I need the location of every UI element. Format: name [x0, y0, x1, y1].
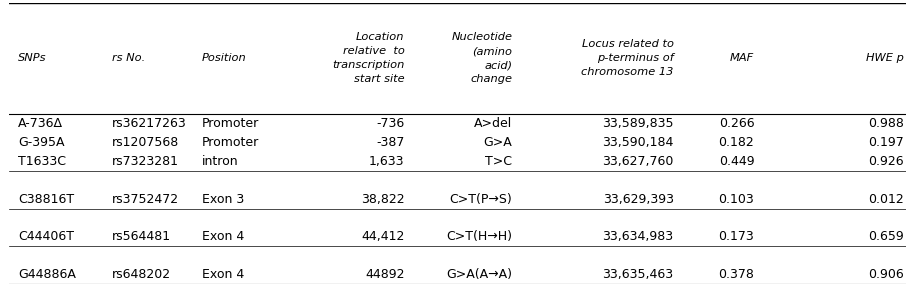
Text: 0.378: 0.378	[718, 268, 754, 281]
Text: Promoter: Promoter	[202, 136, 259, 149]
Text: 33,635,463: 33,635,463	[602, 268, 673, 281]
Text: 33,634,983: 33,634,983	[602, 230, 673, 243]
Text: 0.103: 0.103	[718, 193, 754, 205]
Text: Promoter: Promoter	[202, 117, 259, 130]
Text: Exon 4: Exon 4	[202, 268, 244, 281]
Text: intron: intron	[202, 155, 239, 168]
Text: 0.988: 0.988	[868, 117, 904, 130]
Text: T>C: T>C	[485, 155, 512, 168]
Text: 0.659: 0.659	[868, 230, 904, 243]
Text: 0.182: 0.182	[718, 136, 754, 149]
Text: G44886A: G44886A	[18, 268, 76, 281]
Text: 38,822: 38,822	[361, 193, 404, 205]
Text: 0.012: 0.012	[868, 193, 904, 205]
Text: rs1207568: rs1207568	[113, 136, 179, 149]
Text: A-736Δ: A-736Δ	[18, 117, 63, 130]
Text: MAF: MAF	[730, 53, 754, 63]
Text: Locus related to
p-terminus of
chromosome 13: Locus related to p-terminus of chromosom…	[581, 39, 673, 77]
Text: C>T(H→H): C>T(H→H)	[447, 230, 512, 243]
Text: C38816T: C38816T	[18, 193, 74, 205]
Text: Location
relative  to
transcription
start site: Location relative to transcription start…	[332, 32, 404, 84]
Text: rs648202: rs648202	[113, 268, 171, 281]
Text: SNPs: SNPs	[18, 53, 47, 63]
Text: 0.266: 0.266	[718, 117, 754, 130]
Text: G-395A: G-395A	[18, 136, 65, 149]
Text: 0.449: 0.449	[718, 155, 754, 168]
Text: Nucleotide
(amino
acid)
change: Nucleotide (amino acid) change	[451, 32, 512, 84]
Text: Exon 4: Exon 4	[202, 230, 244, 243]
Text: rs7323281: rs7323281	[113, 155, 179, 168]
Text: 0.173: 0.173	[718, 230, 754, 243]
Text: G>A(A→A): G>A(A→A)	[447, 268, 512, 281]
Text: 0.926: 0.926	[868, 155, 904, 168]
Text: 33,590,184: 33,590,184	[602, 136, 673, 149]
Text: rs3752472: rs3752472	[113, 193, 179, 205]
Text: -736: -736	[376, 117, 404, 130]
Text: 33,589,835: 33,589,835	[602, 117, 673, 130]
Text: 0.197: 0.197	[868, 136, 904, 149]
Text: C>T(P→S): C>T(P→S)	[449, 193, 512, 205]
Text: A>del: A>del	[474, 117, 512, 130]
Text: 33,627,760: 33,627,760	[602, 155, 673, 168]
Text: Exon 3: Exon 3	[202, 193, 244, 205]
Text: T1633C: T1633C	[18, 155, 66, 168]
Text: 33,629,393: 33,629,393	[603, 193, 673, 205]
Text: 0.906: 0.906	[868, 268, 904, 281]
Text: Position: Position	[202, 53, 247, 63]
Text: 44892: 44892	[365, 268, 404, 281]
Text: 1,633: 1,633	[369, 155, 404, 168]
Text: -387: -387	[376, 136, 404, 149]
Text: HWE p: HWE p	[867, 53, 904, 63]
Text: C44406T: C44406T	[18, 230, 74, 243]
Text: 44,412: 44,412	[361, 230, 404, 243]
Text: rs No.: rs No.	[113, 53, 145, 63]
Text: G>A: G>A	[483, 136, 512, 149]
Text: rs564481: rs564481	[113, 230, 171, 243]
Text: rs36217263: rs36217263	[113, 117, 187, 130]
